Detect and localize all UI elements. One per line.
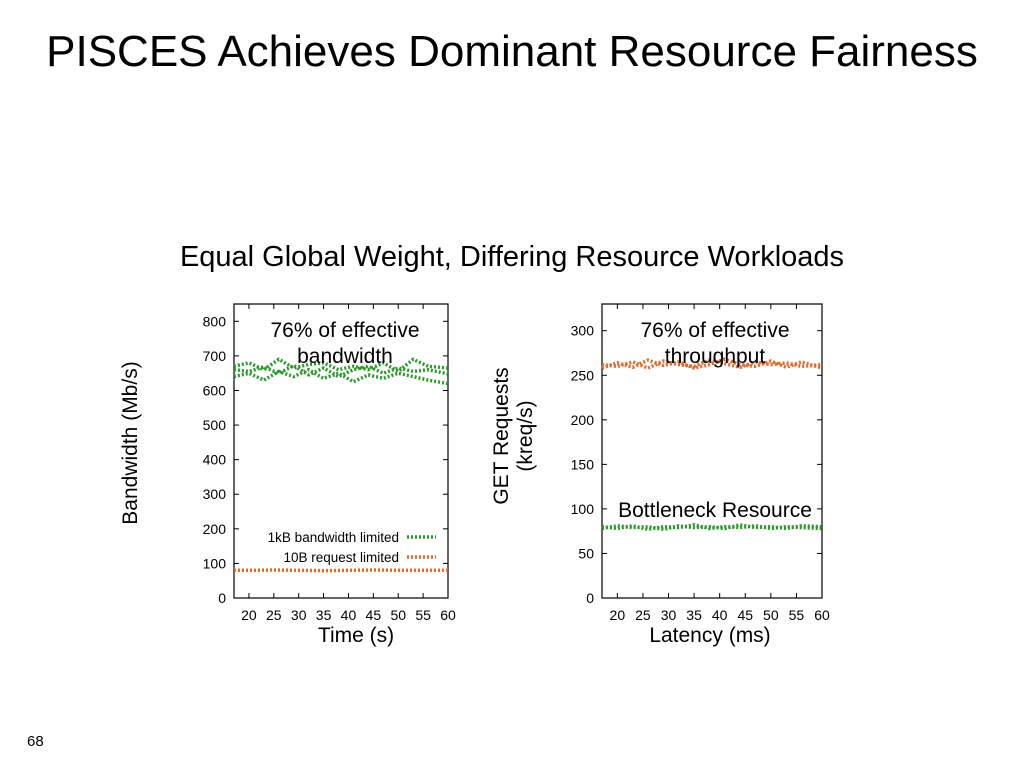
throughput-plot-frame: [601, 303, 823, 599]
bandwidth-xtick-label: 60: [440, 607, 456, 623]
throughput-xtick-label: 20: [610, 607, 626, 623]
throughput-ytick-label: 300: [571, 323, 595, 339]
throughput-ytick-label: 200: [571, 412, 595, 428]
throughput-ytick-label: 0: [586, 590, 594, 606]
bandwidth-ytick-label: 0: [218, 590, 226, 606]
throughput-xtick-label: 30: [661, 607, 677, 623]
bandwidth-xtick-label: 40: [341, 607, 357, 623]
bandwidth-ytick-label: 600: [203, 382, 227, 398]
bandwidth-series-line: [233, 367, 449, 386]
throughput-xtick-label: 40: [712, 607, 728, 623]
bandwidth-xtick-label: 35: [316, 607, 332, 623]
legend-label: 10B request limited: [283, 550, 399, 565]
bandwidth-xtick-label: 45: [366, 607, 382, 623]
throughput-xtick-label: 45: [737, 607, 753, 623]
throughput-series-line: [601, 358, 823, 370]
bandwidth-series-line: [233, 363, 449, 379]
throughput-xtick-label: 50: [763, 607, 779, 623]
slide-number: 68: [27, 733, 44, 750]
throughput-xtick-label: 35: [686, 607, 702, 623]
right-xlabel: Latency (ms): [649, 624, 771, 647]
throughput-xtick-label: 60: [814, 607, 830, 623]
bandwidth-xtick-label: 55: [415, 607, 431, 623]
bandwidth-xtick-label: 20: [241, 607, 257, 623]
bandwidth-ytick-label: 300: [203, 486, 227, 502]
bandwidth-ytick-label: 400: [203, 452, 227, 468]
left-annotation: 76% of effective bandwidth: [270, 319, 420, 368]
throughput-series-line: [601, 357, 823, 370]
bandwidth-ytick-label: 100: [203, 555, 227, 571]
bandwidth-xtick-label: 30: [291, 607, 307, 623]
left-ylabel: Bandwidth (Mb/s): [119, 361, 142, 525]
right-annotation-top: 76% of effective throughput: [640, 319, 790, 368]
throughput-ytick-label: 250: [571, 367, 595, 383]
throughput-ytick-label: 50: [578, 545, 594, 561]
throughput-chart: 0 50 100 150 200 250 300 20 25 30 35 40 45 50 55 60: [571, 303, 830, 623]
throughput-ytick-label: 100: [571, 501, 595, 517]
bandwidth-series-line: [234, 568, 448, 573]
throughput-xtick-label: 55: [789, 607, 805, 623]
legend-label: 1kB bandwidth limited: [268, 530, 399, 545]
right-annotation-bottleneck: Bottleneck Resource: [618, 499, 812, 522]
right-ylabel-text: GET Requests (kreq/s): [490, 367, 537, 505]
left-xlabel: Time (s): [317, 624, 395, 647]
bandwidth-ytick-label: 200: [203, 521, 227, 537]
throughput-xtick-label: 25: [635, 607, 651, 623]
slide-title: PISCES Achieves Dominant Resource Fairne…: [46, 27, 978, 76]
slide-subtitle: Equal Global Weight, Differing Resource …: [179, 241, 845, 273]
bandwidth-ytick-label: 800: [203, 313, 227, 329]
bandwidth-ytick-label: 700: [203, 348, 227, 364]
throughput-series-line: [601, 523, 823, 532]
bandwidth-chart: 0 100 200 300 400 500 600 700 800 20 25 30 35 40 45 50 5…: [203, 303, 456, 623]
throughput-ytick-label: 150: [571, 456, 595, 472]
bandwidth-ytick-label: 500: [203, 417, 227, 433]
bandwidth-xtick-label: 25: [266, 607, 282, 623]
right-ylabel: GET Requests (kreq/s): [490, 336, 538, 536]
bandwidth-plot-frame: [233, 303, 449, 599]
bandwidth-series-line: [233, 357, 449, 374]
bandwidth-xtick-label: 50: [390, 607, 406, 623]
